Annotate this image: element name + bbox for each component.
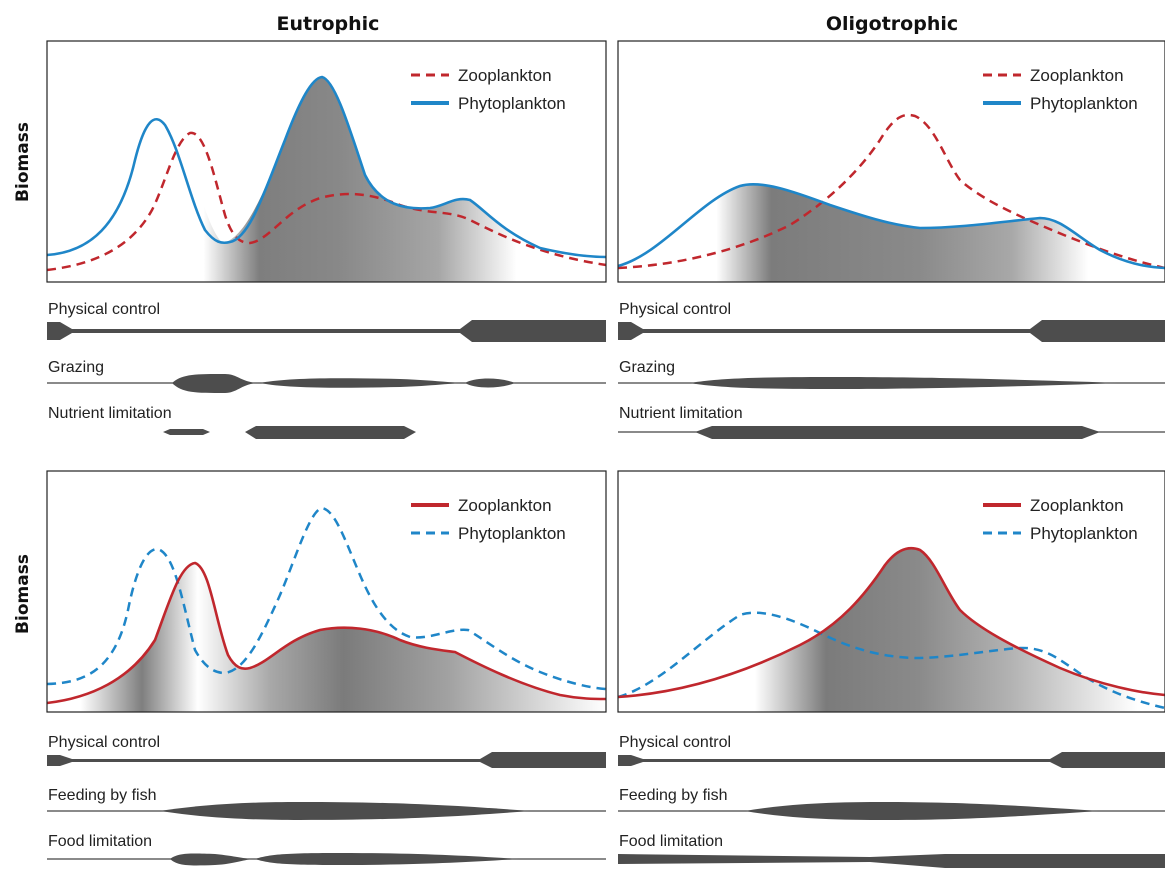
band-label-physical-control: Physical control: [619, 301, 731, 318]
band-nutrient-limitation-1: [163, 429, 210, 435]
band-label-nutrient-limitation: Nutrient limitation: [619, 405, 743, 422]
legend-phytoplankton-label: Phytoplankton: [458, 94, 566, 113]
legend-zooplankton-label: Zooplankton: [458, 496, 552, 515]
plot-frame: [617, 470, 1165, 713]
phytoplankton-curve: [46, 506, 607, 691]
legend-phytoplankton-label: Phytoplankton: [1030, 94, 1138, 113]
zooplankton-curve: [617, 113, 1165, 270]
band-physical-control: [618, 752, 1165, 768]
plot-frame: [46, 470, 607, 713]
shaded-area: [47, 563, 606, 712]
panel-bottom-oligotrophic: Zooplankton Phytoplankton Physical contr…: [617, 470, 1165, 868]
column-title-eutrophic: Eutrophic: [277, 13, 380, 35]
plot-frame: [46, 40, 607, 283]
band-label-nutrient-limitation: Nutrient limitation: [48, 405, 172, 422]
phytoplankton-curve: [46, 75, 607, 259]
band-label-food-limitation: Food limitation: [48, 833, 152, 850]
band-grazing: [172, 374, 515, 393]
zooplankton-curve: [46, 131, 607, 272]
legend-phytoplankton-label: Phytoplankton: [458, 524, 566, 543]
panel-top-oligotrophic: Zooplankton Phytoplankton Physical contr…: [617, 40, 1165, 439]
band-label-feeding-by-fish: Feeding by fish: [48, 787, 157, 804]
panel-bottom-eutrophic: Zooplankton Phytoplankton Physical contr…: [46, 470, 607, 866]
band-label-physical-control: Physical control: [48, 301, 160, 318]
legend-zooplankton-label: Zooplankton: [1030, 496, 1124, 515]
shaded-area: [618, 184, 1165, 282]
band-physical-control: [47, 320, 606, 342]
band-label-food-limitation: Food limitation: [619, 833, 723, 850]
band-feeding-by-fish: [745, 802, 1100, 820]
band-physical-control: [618, 320, 1165, 342]
band-label-physical-control: Physical control: [619, 734, 731, 751]
band-label-grazing: Grazing: [619, 359, 675, 376]
y-axis-label-top: Biomass: [13, 122, 33, 202]
band-nutrient-limitation-2: [245, 426, 416, 439]
band-nutrient-limitation: [695, 426, 1100, 439]
band-food-limitation: [170, 853, 520, 866]
shaded-area: [47, 77, 606, 282]
legend-phytoplankton-label: Phytoplankton: [1030, 524, 1138, 543]
band-feeding-by-fish: [160, 802, 530, 820]
band-food-limitation: [618, 854, 1165, 868]
zooplankton-curve: [46, 561, 607, 705]
band-label-grazing: Grazing: [48, 359, 104, 376]
phytoplankton-curve: [617, 182, 1165, 270]
phytoplankton-curve: [617, 611, 1165, 710]
y-axis-label-bottom: Biomass: [13, 554, 33, 634]
zooplankton-curve: [617, 546, 1165, 699]
band-label-feeding-by-fish: Feeding by fish: [619, 787, 728, 804]
legend-zooplankton-label: Zooplankton: [458, 66, 552, 85]
panel-top-eutrophic: Zooplankton Phytoplankton Physical contr…: [46, 40, 607, 439]
column-title-oligotrophic: Oligotrophic: [826, 13, 958, 35]
band-grazing: [690, 377, 1120, 389]
band-physical-control: [47, 752, 606, 768]
shaded-area: [618, 548, 1165, 712]
band-label-physical-control: Physical control: [48, 734, 160, 751]
plot-frame: [617, 40, 1165, 283]
legend-zooplankton-label: Zooplankton: [1030, 66, 1124, 85]
